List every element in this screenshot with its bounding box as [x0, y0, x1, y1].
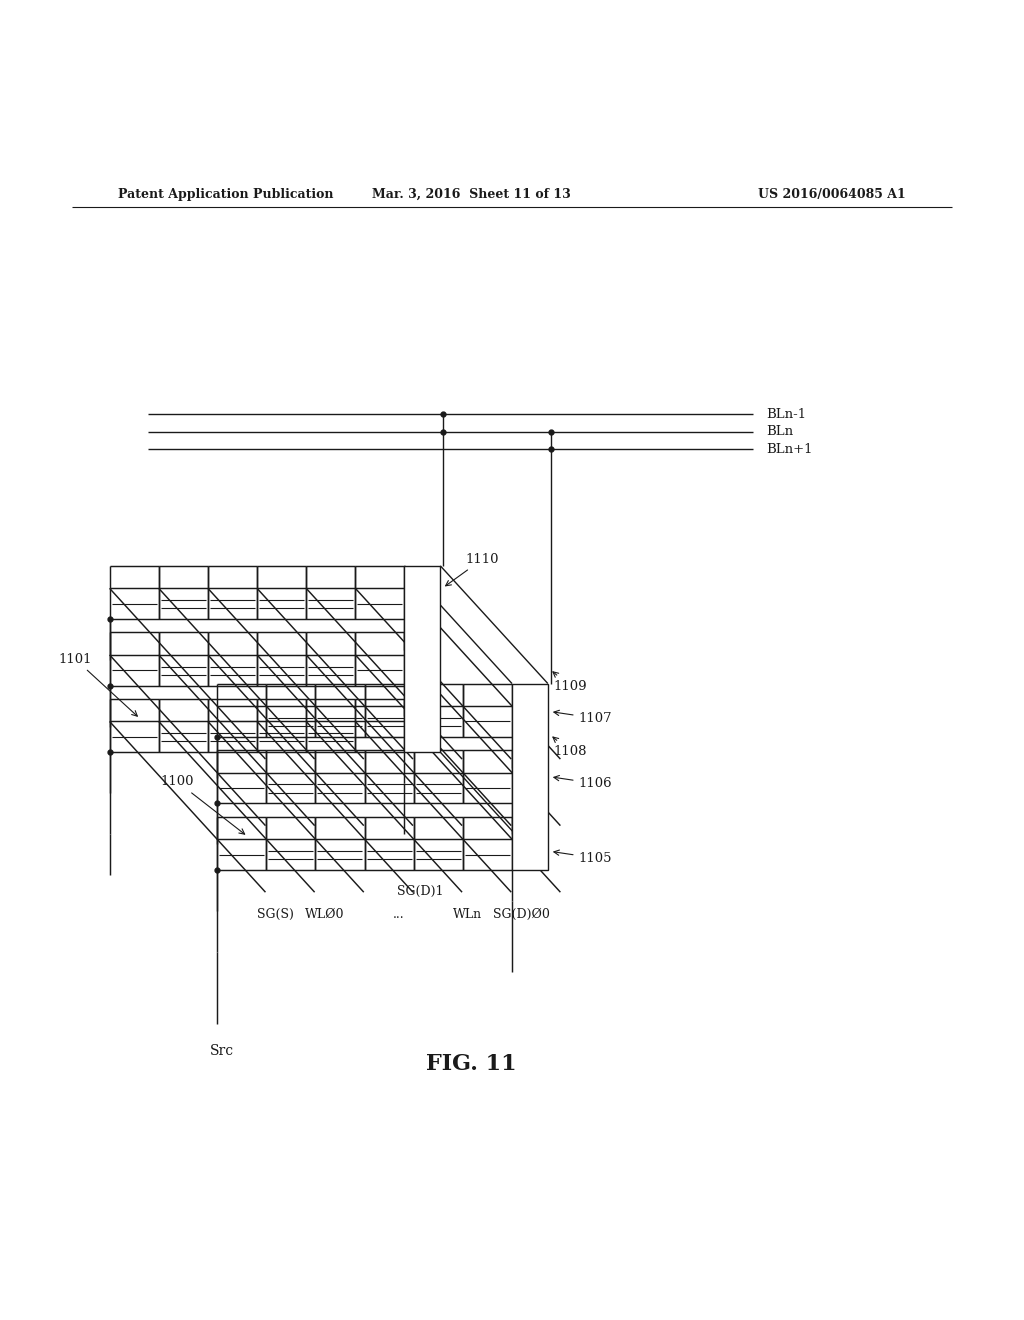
Text: 1107: 1107	[554, 710, 612, 725]
Text: FIG. 11: FIG. 11	[426, 1053, 516, 1076]
Text: 1109: 1109	[553, 672, 587, 693]
Text: SG(D)1: SG(D)1	[396, 886, 443, 899]
Text: 1100: 1100	[161, 775, 245, 834]
Bar	[404, 566, 440, 752]
Text: 1110: 1110	[445, 553, 500, 586]
Text: WLn: WLn	[453, 908, 481, 920]
Text: Src: Src	[210, 1044, 234, 1059]
Text: Patent Application Publication: Patent Application Publication	[118, 187, 333, 201]
Text: US 2016/0064085 A1: US 2016/0064085 A1	[759, 187, 906, 201]
Text: SG(D)Ø0: SG(D)Ø0	[493, 908, 550, 920]
Text: 1101: 1101	[58, 652, 137, 717]
Text: Mar. 3, 2016  Sheet 11 of 13: Mar. 3, 2016 Sheet 11 of 13	[372, 187, 570, 201]
Text: 1106: 1106	[554, 775, 612, 789]
Text: BLn: BLn	[766, 425, 793, 438]
Text: 1105: 1105	[554, 850, 612, 865]
Text: BLn+1: BLn+1	[766, 442, 812, 455]
Bar	[512, 684, 548, 870]
Text: WLØ0: WLØ0	[305, 908, 345, 920]
Text: BLn-1: BLn-1	[766, 408, 806, 421]
Text: ...: ...	[393, 908, 404, 920]
Text: SG(S): SG(S)	[257, 908, 294, 920]
Text: 1108: 1108	[553, 737, 587, 758]
